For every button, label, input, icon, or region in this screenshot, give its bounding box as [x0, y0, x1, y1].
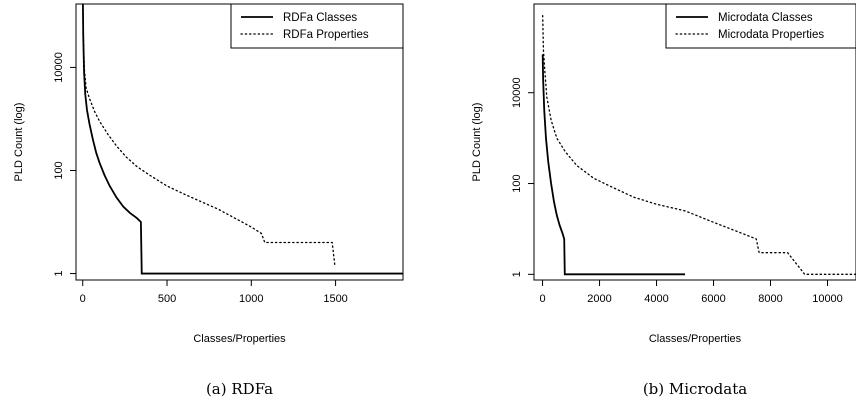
x-tick-label: 0 — [80, 293, 86, 305]
figure-caption: (b) Microdata — [643, 380, 747, 398]
x-tick-label: 8000 — [758, 293, 782, 305]
series-line-0 — [541, 54, 686, 276]
x-tick-label: 6000 — [701, 293, 725, 305]
y-axis-label: PLD Count (log) — [471, 103, 483, 182]
series-line-1 — [542, 14, 856, 275]
x-tick-label: 0 — [539, 293, 545, 305]
y-tick-label: 100 — [53, 161, 65, 179]
legend-box — [230, 3, 404, 49]
y-tick-label: 1 — [53, 270, 65, 276]
legend-label: RDFa Properties — [283, 29, 369, 41]
y-tick-label: 10000 — [53, 52, 65, 83]
x-tick-label: 500 — [158, 293, 176, 305]
x-tick-label: 10000 — [812, 293, 843, 305]
x-tick-label: 4000 — [644, 293, 668, 305]
chart-panel-0: 0 500 1000 1500 1 100 10000 Classes/Properties P… — [13, 3, 404, 398]
legend-label: RDFa Classes — [283, 12, 357, 24]
y-tick-label: 1 — [511, 271, 523, 277]
x-tick-label: 2000 — [587, 293, 611, 305]
legend-label: Microdata Properties — [718, 29, 824, 41]
legend-label: Microdata Classes — [718, 12, 813, 24]
x-tick-label: 1000 — [239, 293, 263, 305]
y-axis-label: PLD Count (log) — [13, 103, 25, 182]
x-axis-label: Classes/Properties — [193, 333, 286, 345]
legend-box — [665, 3, 856, 49]
x-tick-label: 1500 — [323, 293, 347, 305]
figure-caption: (a) RDFa — [206, 380, 273, 398]
y-tick-label: 10000 — [511, 77, 523, 108]
series-line-1 — [82, 4, 336, 266]
x-axis-label: Classes/Properties — [649, 333, 742, 345]
y-tick-label: 100 — [511, 174, 523, 192]
series-line-0 — [82, 4, 403, 275]
chart-panel-1: 0 2000 4000 6000 8000 10000 1 100 10000 Classes/P… — [471, 3, 856, 398]
